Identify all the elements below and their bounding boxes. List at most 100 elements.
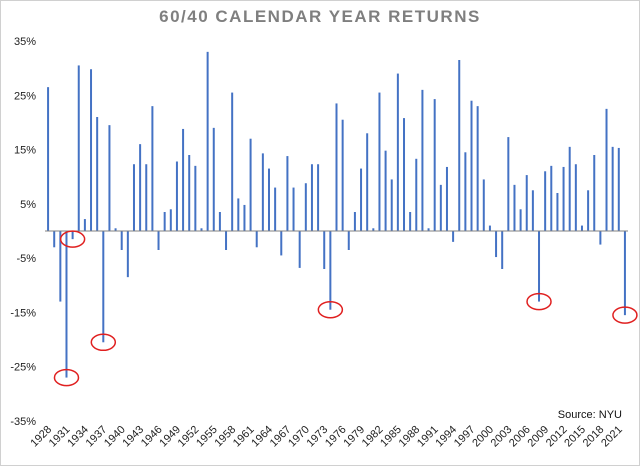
bar-1999 bbox=[482, 179, 485, 231]
bar-2001 bbox=[495, 231, 498, 258]
bar-1949 bbox=[175, 161, 178, 231]
bar-2000 bbox=[488, 225, 491, 231]
bar-2021 bbox=[617, 147, 620, 231]
bar-1945 bbox=[151, 106, 154, 231]
highlight-circle-1932 bbox=[59, 230, 86, 248]
bar-1932 bbox=[71, 231, 74, 240]
y-tick-label: -25% bbox=[10, 362, 36, 374]
bar-1966 bbox=[280, 231, 283, 256]
bar-2013 bbox=[568, 146, 571, 231]
bar-1930 bbox=[59, 231, 62, 302]
y-tick-label: 35% bbox=[14, 36, 36, 48]
bar-1972 bbox=[317, 164, 320, 231]
bar-1982 bbox=[378, 92, 381, 231]
bar-1933 bbox=[77, 65, 80, 232]
bar-1960 bbox=[243, 204, 246, 231]
bar-2020 bbox=[611, 146, 614, 231]
bar-2005 bbox=[519, 209, 522, 231]
chart-title: 60/40 CALENDAR YEAR RETURNS bbox=[159, 7, 481, 26]
highlight-circle-1974 bbox=[317, 300, 344, 319]
bar-1941 bbox=[126, 231, 129, 278]
bar-1992 bbox=[439, 184, 442, 231]
bar-1979 bbox=[360, 168, 363, 231]
bar-2022 bbox=[623, 231, 626, 316]
bar-2007 bbox=[531, 190, 534, 231]
bar-1971 bbox=[310, 164, 313, 231]
y-tick-label: 25% bbox=[14, 90, 36, 102]
bar-1985 bbox=[396, 73, 399, 231]
bar-1953 bbox=[200, 228, 203, 231]
bar-2002 bbox=[501, 231, 504, 269]
highlight-circles bbox=[53, 230, 638, 387]
bar-1990 bbox=[427, 228, 430, 231]
bar-2011 bbox=[556, 193, 559, 231]
y-tick-label: -15% bbox=[10, 307, 36, 319]
x-tick-label: 2021 bbox=[599, 424, 625, 450]
bar-1931 bbox=[65, 231, 68, 378]
bar-1980 bbox=[366, 133, 369, 231]
bar-1954 bbox=[206, 51, 209, 231]
bar-1968 bbox=[292, 187, 295, 231]
bar-1939 bbox=[114, 228, 117, 231]
bar-1944 bbox=[145, 164, 148, 231]
bars bbox=[47, 51, 626, 378]
bar-1970 bbox=[304, 183, 307, 231]
bar-1952 bbox=[194, 165, 197, 231]
bar-1948 bbox=[169, 209, 172, 231]
bar-1940 bbox=[120, 231, 123, 250]
bar-1951 bbox=[188, 155, 191, 231]
bar-1997 bbox=[470, 100, 473, 232]
bar-1991 bbox=[433, 99, 436, 231]
y-axis: 35% 25% 15% 5% -5% -15% -25% -35% bbox=[10, 36, 36, 428]
bar-1993 bbox=[445, 166, 448, 231]
bar-1929 bbox=[53, 231, 56, 248]
bar-1983 bbox=[384, 150, 387, 231]
bar-1975 bbox=[335, 103, 338, 231]
bar-1935 bbox=[90, 69, 93, 231]
bar-2014 bbox=[574, 164, 577, 231]
bar-1950 bbox=[182, 128, 185, 231]
y-tick-label: -5% bbox=[16, 253, 36, 265]
source-note: Source: NYU bbox=[557, 409, 622, 421]
bar-1964 bbox=[267, 168, 270, 231]
bar-1974 bbox=[329, 231, 332, 310]
bar-1959 bbox=[237, 198, 240, 231]
bar-1988 bbox=[415, 158, 418, 231]
bar-1995 bbox=[458, 60, 461, 231]
x-axis: 1928193119341937194019431946194919521955… bbox=[28, 424, 625, 450]
bar-1967 bbox=[286, 156, 289, 231]
bar-1946 bbox=[157, 231, 160, 250]
bar-2019 bbox=[605, 108, 608, 231]
bar-1998 bbox=[476, 106, 479, 231]
bar-1962 bbox=[255, 231, 258, 248]
highlight-circle-1937 bbox=[90, 333, 117, 352]
highlight-circle-2008 bbox=[526, 292, 552, 311]
bar-1947 bbox=[163, 212, 166, 231]
bar-1955 bbox=[212, 127, 215, 231]
bar-1938 bbox=[108, 125, 111, 231]
bar-1963 bbox=[261, 153, 264, 231]
bar-1987 bbox=[409, 212, 412, 231]
bar-2004 bbox=[513, 184, 516, 231]
bar-1956 bbox=[218, 212, 221, 231]
highlight-circle-1931 bbox=[53, 368, 80, 387]
bar-1961 bbox=[249, 138, 252, 231]
bar-1977 bbox=[347, 231, 350, 250]
bar-1943 bbox=[139, 144, 142, 231]
bar-1969 bbox=[298, 231, 301, 268]
bar-1978 bbox=[353, 212, 356, 231]
bar-1984 bbox=[390, 179, 393, 231]
bar-2008 bbox=[538, 231, 541, 302]
bar-1973 bbox=[323, 231, 326, 269]
bar-2003 bbox=[507, 137, 510, 231]
highlight-circle-2022 bbox=[612, 306, 638, 324]
bar-2009 bbox=[544, 171, 547, 231]
bar-2017 bbox=[593, 155, 596, 231]
y-tick-label: 15% bbox=[14, 145, 36, 157]
bar-1989 bbox=[421, 89, 424, 231]
bar-2010 bbox=[550, 165, 553, 231]
bar-1936 bbox=[96, 117, 99, 231]
bar-2006 bbox=[525, 175, 528, 231]
